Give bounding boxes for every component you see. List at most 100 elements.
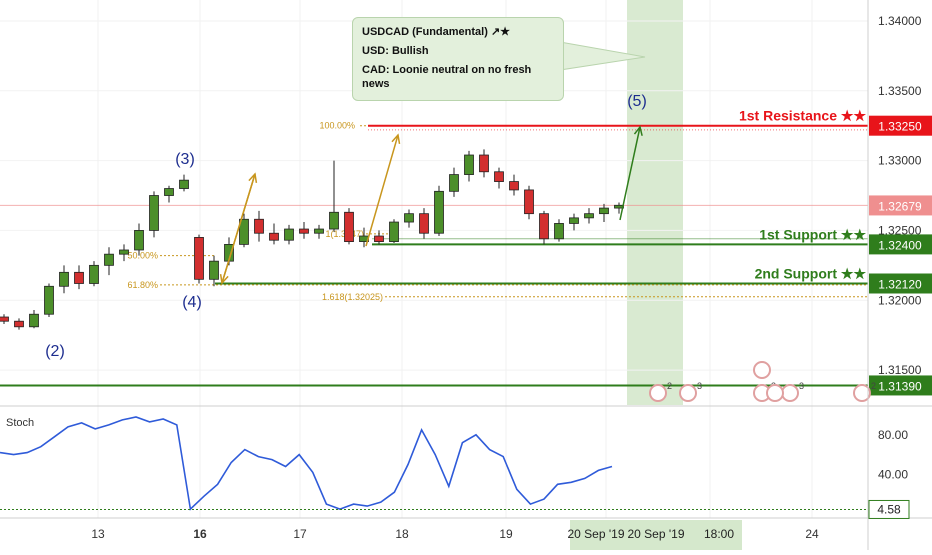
candle-body	[524, 189, 534, 215]
fib-label: 50.00%	[127, 251, 158, 261]
candle-body	[419, 213, 429, 234]
wave-label: (3)	[175, 151, 195, 168]
wave-label: (2)	[45, 343, 65, 360]
level-price-text: 1.33250	[878, 120, 922, 134]
level-price-badge	[869, 234, 932, 255]
event-flag-icon	[781, 384, 799, 402]
current-price-text: 1.32679	[878, 199, 922, 213]
event-count: 2	[667, 381, 672, 391]
fib-arrow-head	[219, 273, 229, 285]
wave5-projection-arrow	[619, 126, 641, 221]
x-tick-label: 18	[395, 527, 409, 541]
event-flag-icon	[753, 361, 771, 379]
info-cad: CAD: Loonie neutral on no fresh news	[362, 64, 532, 90]
fib-label: 100.00%	[319, 121, 355, 131]
candle-body	[584, 213, 594, 219]
level-price-text: 1.32120	[878, 278, 922, 292]
fib-arrow	[365, 134, 399, 247]
candle-body	[449, 174, 459, 192]
candle-body	[299, 228, 309, 234]
candle-body	[0, 316, 9, 322]
candle-body	[284, 228, 294, 241]
candle-body	[344, 211, 354, 243]
event-flag-icon	[679, 384, 697, 402]
candle-body	[374, 235, 384, 243]
time-badge: 20 Sep '19	[627, 527, 684, 541]
current-price-badge	[869, 195, 932, 216]
event-flag-icon	[649, 384, 667, 402]
x-tick-label: 13	[91, 527, 105, 541]
price-tick-label: 1.32500	[878, 223, 922, 237]
level-price-text: 1.31390	[878, 379, 922, 393]
event-count: 3	[799, 381, 804, 391]
candle-body	[539, 213, 549, 240]
candle-body	[494, 171, 504, 182]
forecast-highlight-band	[627, 0, 683, 405]
stoch-tick-label: 80.00	[878, 428, 908, 442]
level-price-badge	[869, 375, 932, 396]
level-label: 2nd Support ★★	[755, 266, 867, 282]
stoch-label: Stoch	[6, 417, 34, 429]
time-badge-bg	[570, 520, 742, 550]
candle-body	[329, 211, 339, 230]
event-count: 3	[697, 381, 702, 391]
x-tick-label: 16	[193, 527, 207, 541]
level-price-text: 1.32400	[878, 238, 922, 252]
stoch-line	[0, 416, 613, 511]
fundamental-info-box: USDCAD (Fundamental) ↗★ USD: Bullish CAD…	[352, 17, 564, 101]
x-tick-label: 19	[499, 527, 513, 541]
candle-body	[254, 218, 264, 234]
info-usd: USD: Bullish	[362, 45, 429, 57]
fib-label: 1.618(1.32025)	[322, 292, 383, 302]
candle-body	[209, 260, 219, 280]
stoch-current-badge	[868, 499, 910, 519]
candle-body	[164, 188, 174, 196]
candle-body	[554, 223, 564, 240]
candle-body	[389, 221, 399, 243]
stoch-tick-label: 40.00	[878, 467, 908, 481]
level-label: 1st Support ★★	[759, 226, 866, 242]
candle-body	[464, 154, 474, 175]
candle-body	[134, 230, 144, 251]
candle-body	[239, 218, 249, 245]
event-count: 2	[871, 381, 876, 391]
candle-body	[119, 249, 129, 255]
candle-body	[269, 232, 279, 241]
wave-label: (5)	[627, 93, 647, 110]
candle-body	[14, 320, 24, 328]
info-title: USDCAD (Fundamental) ↗★	[362, 26, 511, 38]
candle-body	[434, 190, 444, 234]
event-flag-icon	[853, 384, 871, 402]
time-badge: 20 Sep '19	[567, 527, 624, 541]
candle-body	[314, 228, 324, 234]
candle-body	[74, 271, 84, 284]
candle-body	[59, 271, 69, 287]
fib-label: 61.80%	[127, 280, 158, 290]
candle-body	[194, 237, 204, 280]
candle-body	[29, 313, 39, 328]
level-price-badge	[869, 273, 932, 294]
candle-body	[104, 253, 114, 266]
price-tick-label: 1.32000	[878, 293, 922, 307]
candle-body	[509, 181, 519, 191]
price-tick-label: 1.33000	[878, 154, 922, 168]
candle-body	[599, 207, 609, 215]
candle-body	[44, 285, 54, 315]
candle-body	[479, 154, 489, 173]
time-badge: 18:00	[704, 527, 734, 541]
fib-arrow-head	[391, 133, 401, 144]
candle-body	[89, 264, 99, 284]
event-flag-icon	[766, 384, 784, 402]
wave5-projection-arrow-head	[633, 125, 643, 136]
candle-body	[149, 195, 159, 231]
candle-body	[569, 217, 579, 224]
price-tick-label: 1.33500	[878, 84, 922, 98]
candle-body	[179, 179, 189, 189]
candle-body	[404, 213, 414, 223]
x-tick-label: 24	[805, 527, 819, 541]
wave-label: (4)	[182, 294, 202, 311]
fib-arrow	[221, 173, 256, 284]
level-price-badge	[869, 115, 932, 136]
stoch-current-text: 4.58	[877, 502, 901, 516]
